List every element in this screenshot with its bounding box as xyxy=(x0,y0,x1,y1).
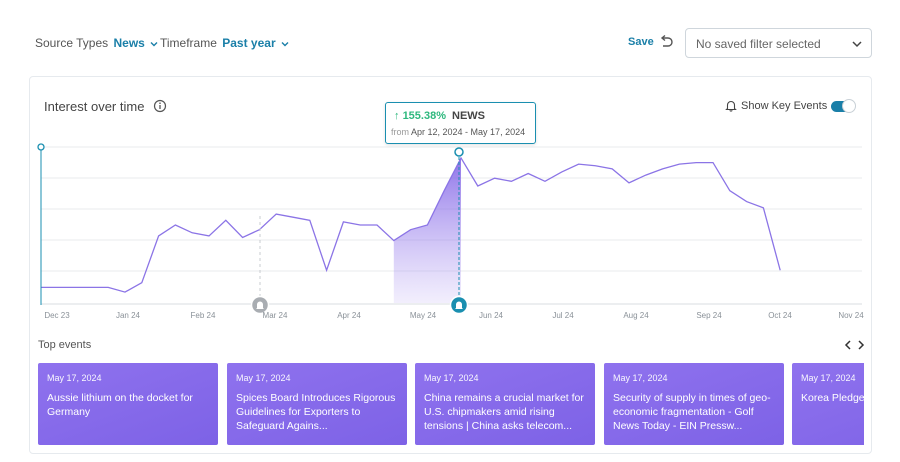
arrow-up-icon: ↑ xyxy=(394,110,400,122)
event-card[interactable]: May 17, 2024 Aussie lithium on the docket… xyxy=(38,363,218,445)
x-tick-label: Oct 24 xyxy=(768,311,792,320)
event-title: Aussie lithium on the docket for Germany xyxy=(47,392,193,418)
key-events-toggle[interactable] xyxy=(831,99,856,113)
key-event-bell-marker-selected[interactable] xyxy=(449,295,469,315)
saved-filter-value: No saved filter selected xyxy=(696,37,821,51)
event-title: China remains a crucial market for U.S. … xyxy=(424,392,584,432)
tooltip-percent: 155.38% xyxy=(402,110,446,122)
selected-point-marker xyxy=(454,147,464,157)
event-date: May 17, 2024 xyxy=(424,373,479,383)
key-events-label: Show Key Events xyxy=(741,100,828,112)
info-icon[interactable] xyxy=(153,99,167,113)
event-card[interactable]: May 17, 2024 Korea Pledge Package for Cha… xyxy=(792,363,864,445)
source-types-value: News xyxy=(113,36,145,50)
x-tick-label: Apr 24 xyxy=(337,311,361,320)
x-tick-label: Nov 24 xyxy=(838,311,864,320)
source-types-label: Source Types xyxy=(35,36,109,50)
events-carousel: May 17, 2024 Aussie lithium on the docket… xyxy=(38,363,864,445)
series-line xyxy=(41,156,781,293)
event-card[interactable]: May 17, 2024 China remains a crucial mark… xyxy=(415,363,595,445)
x-tick-label: Dec 23 xyxy=(44,311,70,320)
source-types-filter[interactable]: Source Types News xyxy=(35,36,159,50)
tooltip-source: NEWS xyxy=(452,110,485,122)
x-tick-label: May 24 xyxy=(410,311,437,320)
event-date: May 17, 2024 xyxy=(801,373,856,383)
tooltip-from-label: from xyxy=(391,127,409,137)
toggle-knob xyxy=(842,99,856,113)
bell-icon xyxy=(725,100,737,112)
x-tick-label: Mar 24 xyxy=(263,311,288,320)
x-tick-label: Feb 24 xyxy=(191,311,216,320)
top-events-heading: Top events xyxy=(38,339,92,351)
saved-filter-select[interactable]: No saved filter selected xyxy=(685,28,872,58)
highlight-area xyxy=(393,157,461,303)
x-tick-label: Jul 24 xyxy=(552,311,574,320)
tooltip-change: ↑ 155.38% xyxy=(394,110,446,122)
chart-tooltip: ↑ 155.38% NEWS from Apr 12, 2024 - May 1… xyxy=(385,102,536,144)
key-event-bell-marker[interactable] xyxy=(250,295,270,315)
tooltip-range: from Apr 12, 2024 - May 17, 2024 xyxy=(391,127,525,137)
timeframe-value: Past year xyxy=(222,36,276,50)
event-date: May 17, 2024 xyxy=(47,373,102,383)
timeframe-filter[interactable]: Timeframe Past year xyxy=(160,36,290,50)
range-start-marker xyxy=(37,143,45,151)
timeframe-label: Timeframe xyxy=(160,36,217,50)
tooltip-range-value: Apr 12, 2024 - May 17, 2024 xyxy=(411,127,526,137)
undo-icon[interactable] xyxy=(658,34,674,50)
event-title: Spices Board Introduces Rigorous Guideli… xyxy=(236,392,396,432)
event-date: May 17, 2024 xyxy=(236,373,291,383)
event-card[interactable]: May 17, 2024 Security of supply in times … xyxy=(604,363,784,445)
save-button[interactable]: Save xyxy=(628,36,654,48)
chevron-down-icon xyxy=(281,41,289,47)
event-title: Security of supply in times of geo-econo… xyxy=(613,392,771,432)
chevron-down-icon xyxy=(150,41,158,47)
interest-chart: Dec 23 Jan 24 Feb 24 Mar 24 Apr 24 May 24 Jun … xyxy=(37,143,864,320)
x-tick-label: Jan 24 xyxy=(116,311,141,320)
x-tick-label: Jun 24 xyxy=(479,311,504,320)
filter-bar: Source Types News Timeframe Past year Sa… xyxy=(0,0,900,76)
chevron-right-icon[interactable] xyxy=(856,339,866,351)
chevron-left-icon[interactable] xyxy=(843,339,853,351)
chevron-down-icon xyxy=(852,41,862,48)
x-axis-ticks: Dec 23 Jan 24 Feb 24 Mar 24 Apr 24 May 24 Jun … xyxy=(44,311,864,320)
event-card[interactable]: May 17, 2024 Spices Board Introduces Rigo… xyxy=(227,363,407,445)
x-tick-label: Aug 24 xyxy=(623,311,649,320)
event-title: Korea Pledge Package for Chain xyxy=(801,392,864,404)
chart-title: Interest over time xyxy=(44,99,145,114)
x-tick-label: Sep 24 xyxy=(696,311,722,320)
event-date: May 17, 2024 xyxy=(613,373,668,383)
